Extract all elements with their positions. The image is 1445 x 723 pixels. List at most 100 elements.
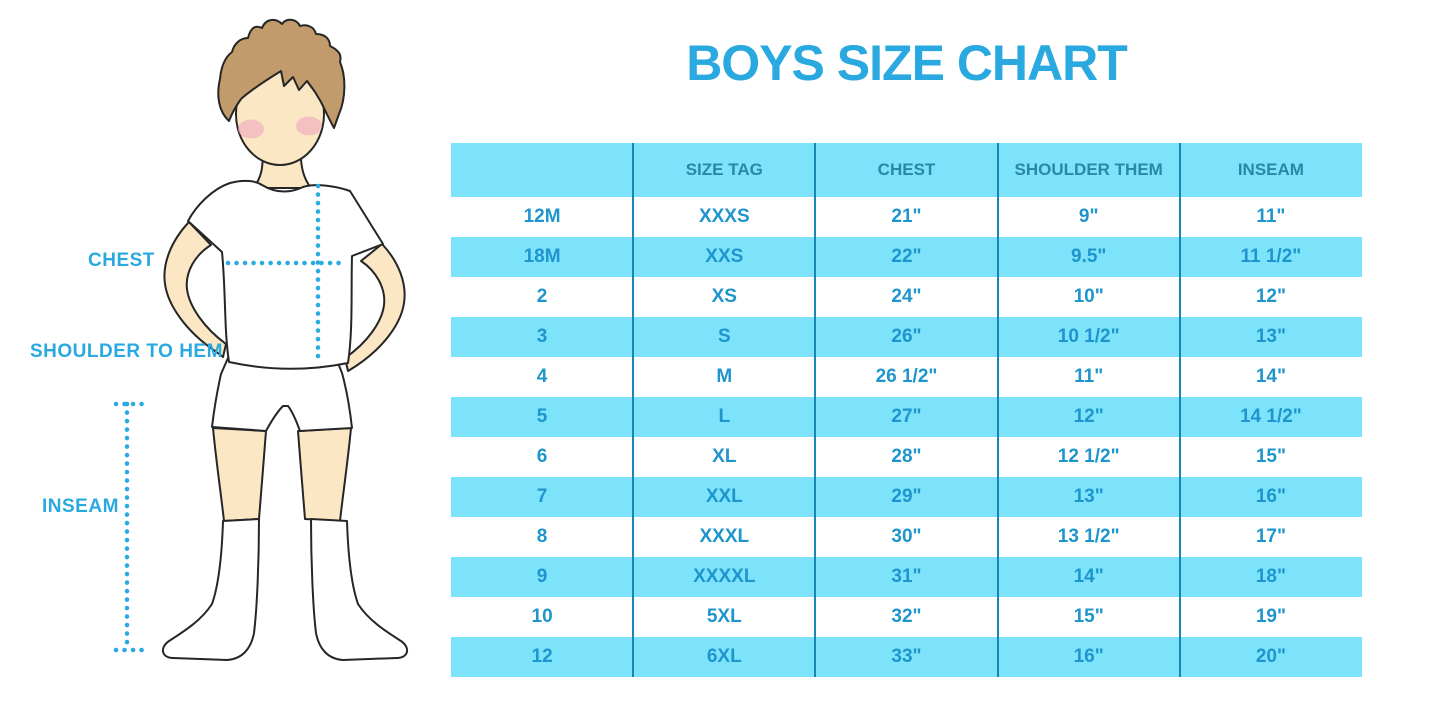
table-row: 6 XL 28" 12 1/2" 15" <box>451 437 1362 477</box>
left-arm-shape <box>163 221 227 358</box>
table-cell: 14" <box>1073 566 1104 587</box>
right-leg-shape <box>297 427 352 522</box>
table-cell: 11 1/2" <box>1240 246 1302 267</box>
size-table: SIZE TAG CHEST SHOULDER THEM INSEAM 12M X… <box>451 143 1362 677</box>
column-divider <box>632 143 635 677</box>
table-cell: 26" <box>891 326 922 347</box>
table-cell: XXXXL <box>693 566 756 587</box>
table-header-cell-size-tag: SIZE TAG <box>685 160 763 179</box>
table-cell: 32" <box>891 606 922 627</box>
size-table-body: 12M XXXS 21" 9" 11" 18M XXS 22" 9.5" 11 1/2" 2 XS 24… <box>451 197 1362 677</box>
table-row: 4 M 26 1/2" 11" 14" <box>451 357 1362 397</box>
table-cell: 26 1/2" <box>875 366 938 387</box>
table-cell: 4 <box>536 366 548 387</box>
boy-illustration <box>113 18 409 661</box>
table-cell: 6XL <box>706 646 742 667</box>
table-row: 10 5XL 32" 15" 19" <box>451 597 1362 637</box>
table-cell: XL <box>712 446 737 467</box>
table-cell: 9" <box>1078 206 1099 227</box>
hair-shape <box>217 18 346 129</box>
table-cell: 2 <box>536 286 548 307</box>
table-cell: 17" <box>1255 526 1286 547</box>
table-cell: 24" <box>891 286 922 307</box>
column-divider <box>996 143 999 677</box>
table-cell: L <box>718 406 731 427</box>
shoulder-to-hem-label: SHOULDER TO HEM <box>30 341 223 362</box>
table-cell: 10 1/2" <box>1057 326 1120 347</box>
table-cell: 30" <box>891 526 922 547</box>
table-cell: 6 <box>536 446 548 467</box>
right-arm-shape <box>344 243 406 372</box>
left-sock-shape <box>161 518 260 661</box>
table-cell: 27" <box>891 406 922 427</box>
table-row: 3 S 26" 10 1/2" 13" <box>451 317 1362 357</box>
chest-label: CHEST <box>88 250 155 271</box>
table-cell: 13" <box>1073 486 1104 507</box>
table-cell: 18" <box>1255 566 1286 587</box>
table-cell: 14" <box>1255 366 1286 387</box>
right-sock-shape <box>310 518 409 661</box>
table-row: 8 XXXL 30" 13 1/2" 17" <box>451 517 1362 557</box>
table-cell: 16" <box>1073 646 1104 667</box>
table-cell: 12 1/2" <box>1057 446 1120 467</box>
table-cell: XXXL <box>699 526 750 547</box>
shorts-shape <box>211 357 353 432</box>
table-cell: XXL <box>705 486 743 507</box>
table-row: 7 XXL 29" 13" 16" <box>451 477 1362 517</box>
table-cell: 11" <box>1256 206 1286 227</box>
table-row: 2 XS 24" 10" 12" <box>451 277 1362 317</box>
table-header-cell-size <box>451 143 633 197</box>
table-cell: 3 <box>536 326 548 347</box>
table-cell: 19" <box>1255 606 1286 627</box>
table-header-cell-chest: CHEST <box>877 160 936 179</box>
table-cell: XXXS <box>698 206 750 227</box>
table-cell: S <box>717 326 731 347</box>
table-cell: 9 <box>536 566 548 587</box>
left-leg-shape <box>212 427 267 522</box>
table-cell: 12M <box>523 206 561 227</box>
table-cell: 10" <box>1073 286 1104 307</box>
table-cell: 12 <box>531 646 553 667</box>
table-cell: 21" <box>891 206 922 227</box>
blush-right <box>296 116 322 136</box>
tshirt-shape <box>187 179 384 370</box>
table-cell: M <box>716 366 733 387</box>
column-divider <box>1178 143 1181 677</box>
table-header-cell-inseam: INSEAM <box>1237 160 1304 179</box>
table-cell: XXS <box>705 246 744 267</box>
table-cell: 12" <box>1073 406 1104 427</box>
table-row: 9 XXXXL 31" 14" 18" <box>451 557 1362 597</box>
table-cell: 9.5" <box>1070 246 1107 267</box>
table-cell: 10 <box>531 606 553 627</box>
table-cell: 28" <box>891 446 922 467</box>
table-cell: 12" <box>1255 286 1286 307</box>
table-cell: 15" <box>1255 446 1286 467</box>
table-cell: 8 <box>536 526 548 547</box>
table-cell: 5 <box>536 406 548 427</box>
table-row: 18M XXS 22" 9.5" 11 1/2" <box>451 237 1362 277</box>
page-title: BOYS SIZE CHART <box>686 35 1128 91</box>
table-cell: 29" <box>891 486 922 507</box>
table-cell: 13 1/2" <box>1057 526 1120 547</box>
table-cell: 33" <box>891 646 922 667</box>
table-cell: 13" <box>1255 326 1286 347</box>
table-header-cell-shoulder-them: SHOULDER THEM <box>1014 160 1163 179</box>
table-cell: 20" <box>1255 646 1286 667</box>
table-cell: 14 1/2" <box>1239 406 1302 427</box>
column-divider <box>814 143 817 677</box>
table-row: 5 L 27" 12" 14 1/2" <box>451 397 1362 437</box>
table-row: 12M XXXS 21" 9" 11" <box>451 197 1362 237</box>
table-cell: 22" <box>891 246 922 267</box>
table-cell: 16" <box>1255 486 1286 507</box>
inseam-label: INSEAM <box>42 496 119 517</box>
table-cell: 31" <box>891 566 922 587</box>
table-cell: 11" <box>1074 366 1104 387</box>
table-cell: XS <box>711 286 737 307</box>
table-cell: 5XL <box>706 606 742 627</box>
table-header-row: SIZE TAG CHEST SHOULDER THEM INSEAM <box>451 143 1362 197</box>
blush-left <box>238 119 264 139</box>
table-cell: 7 <box>536 486 548 507</box>
table-row: 12 6XL 33" 16" 20" <box>451 637 1362 677</box>
table-cell: 15" <box>1073 606 1104 627</box>
